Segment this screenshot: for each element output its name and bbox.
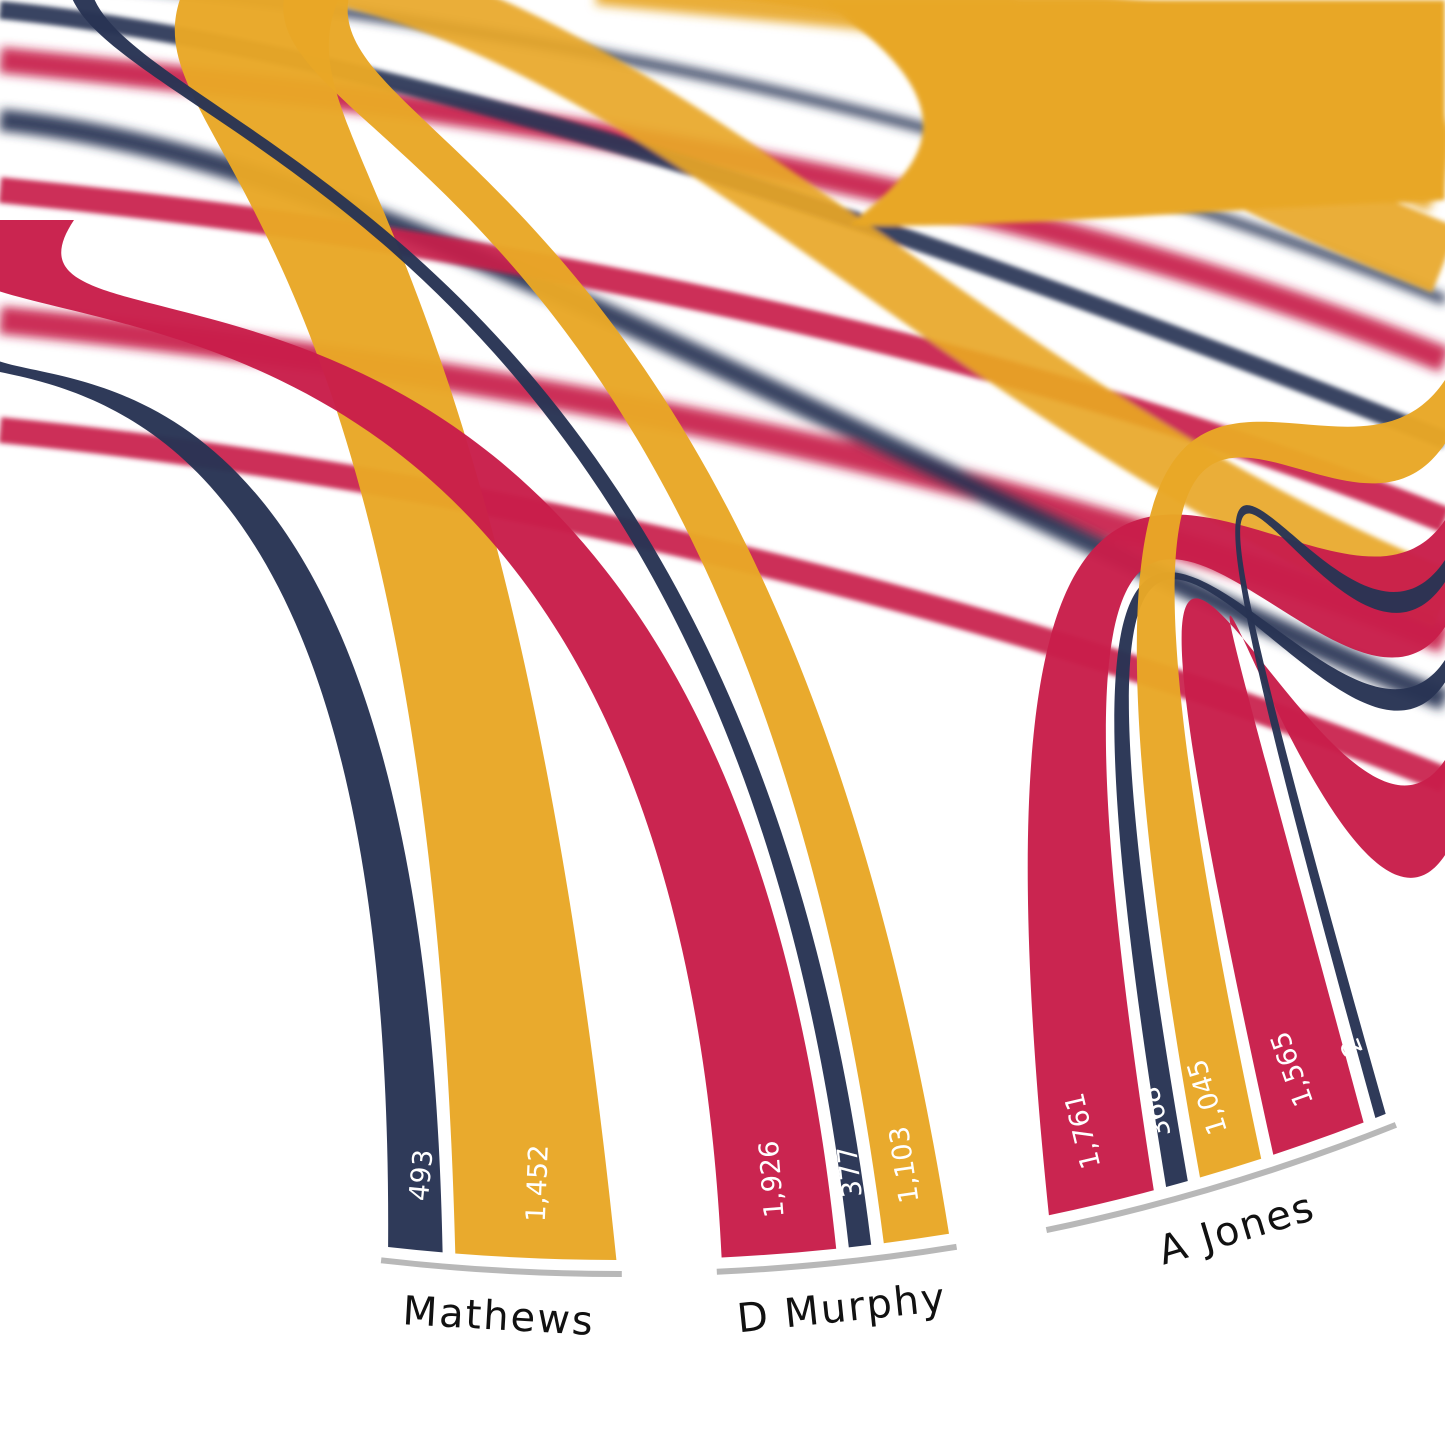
ribbon-d-murphy-2 [283,0,949,1244]
foreground-ribbons [0,0,1445,1260]
background-ribbon [820,0,1445,226]
ribbon-a-jones-0 [1027,514,1445,1216]
ribbon-d-murphy-0 [0,220,837,1258]
group-label: Mathews [401,1288,596,1345]
background-ribbon [312,0,1445,628]
group-label: D Murphy [735,1275,949,1343]
background-ribbon [0,109,1445,711]
ribbon-a-jones-3 [1181,598,1445,1155]
ribbon-a-jones-2 [1136,380,1445,1178]
value-label: 377 [832,1144,869,1199]
group-arc-d-murphy [716,1243,958,1275]
ribbon-mathews-1 [174,0,617,1260]
value-label: 493 [404,1148,440,1202]
value-label: 1,926 [754,1139,791,1218]
group-arc-a-jones [1045,1122,1398,1234]
group-arcs [380,1122,1398,1278]
group-arc-mathews [380,1257,622,1278]
value-label: 1,452 [521,1144,555,1222]
ribbon-mathews-0 [0,361,443,1253]
